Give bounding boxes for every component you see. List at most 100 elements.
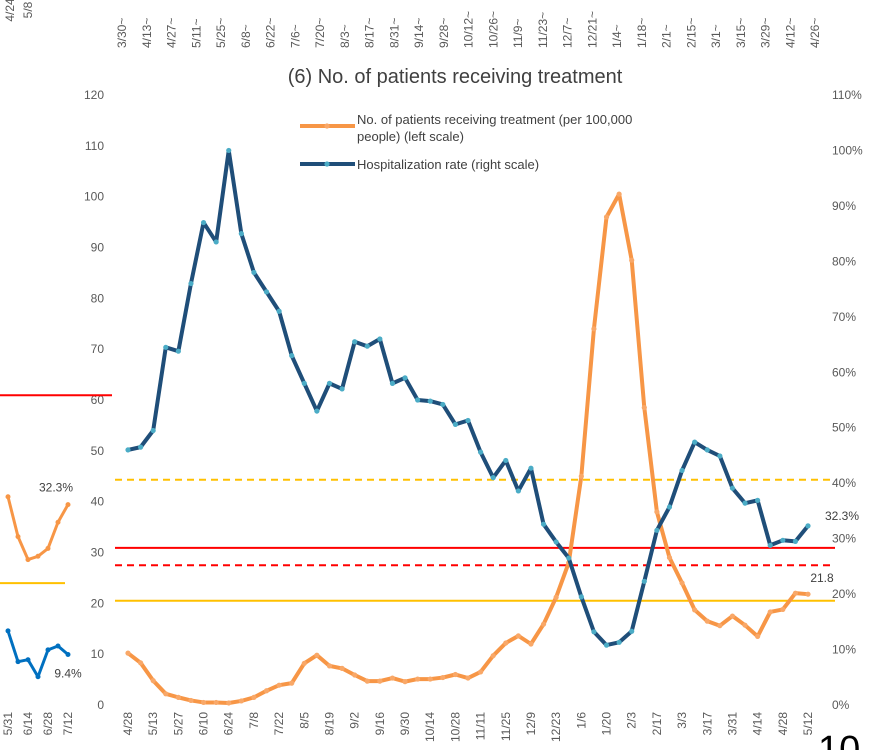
data-point xyxy=(666,504,673,510)
data-point xyxy=(578,473,584,479)
x-tick-label: 5/27 xyxy=(171,712,185,736)
data-point xyxy=(755,633,761,639)
x-tick-label: 8/5 xyxy=(297,712,311,729)
x-tick-label: 7/6~ xyxy=(288,24,302,48)
data-point xyxy=(792,538,799,545)
data-point xyxy=(276,682,282,688)
data-point xyxy=(364,678,370,684)
x-tick-label: 6/14 xyxy=(21,712,35,736)
x-tick-label: 10/28 xyxy=(448,712,462,742)
data-point xyxy=(188,697,194,704)
x-tick-label: 3/15~ xyxy=(734,18,748,48)
data-point xyxy=(263,688,270,694)
x-tick-label: 12/7~ xyxy=(561,18,575,48)
data-point xyxy=(629,257,635,263)
y-tick-label: 10 xyxy=(91,647,105,661)
y-tick-label: 80 xyxy=(91,291,105,305)
x-tick-label: 2/15~ xyxy=(684,18,698,48)
legend-label: No. of patients receiving treatment (per… xyxy=(357,112,633,144)
data-point xyxy=(200,699,207,706)
data-point xyxy=(125,447,131,453)
x-tick-label: 9/30 xyxy=(398,712,412,736)
data-point xyxy=(717,453,723,459)
data-point xyxy=(175,348,181,354)
x-tick-label: 4/24 xyxy=(3,0,17,22)
data-point xyxy=(402,679,408,685)
data-point xyxy=(805,523,811,529)
data-point xyxy=(213,239,219,245)
data-point xyxy=(578,594,584,600)
x-tick-label: 9/28~ xyxy=(437,18,451,48)
y-tick-label: 120 xyxy=(84,88,104,102)
data-point xyxy=(704,447,710,453)
data-point xyxy=(339,386,345,392)
x-tick-label: 2/3 xyxy=(625,712,639,729)
data-point xyxy=(679,467,685,474)
x-tick-label: 4/27~ xyxy=(165,18,179,48)
data-point xyxy=(213,699,219,706)
x-tick-label: 1/18~ xyxy=(635,18,649,48)
data-point xyxy=(55,643,61,649)
data-point xyxy=(251,269,257,276)
data-point xyxy=(226,700,232,706)
series-line xyxy=(6,496,70,562)
legend-swatch xyxy=(324,161,330,167)
data-point xyxy=(528,641,534,647)
data-point xyxy=(339,665,345,672)
y2-tick-label: 80% xyxy=(832,254,856,268)
data-point xyxy=(477,669,484,675)
x-tick-label: 4/12~ xyxy=(783,18,797,48)
data-point xyxy=(389,675,396,681)
data-point xyxy=(603,642,610,648)
data-point xyxy=(238,698,244,704)
x-tick-label: 5/11~ xyxy=(189,19,203,48)
data-point xyxy=(377,678,383,684)
data-point xyxy=(540,621,547,627)
data-point xyxy=(200,219,207,226)
x-tick-label: 3/31 xyxy=(725,712,739,736)
data-point xyxy=(641,578,647,584)
data-point xyxy=(415,676,421,682)
series-line xyxy=(127,148,810,648)
y2-tick-label: 10% xyxy=(832,643,856,657)
data-point xyxy=(553,539,559,545)
data-point xyxy=(767,542,773,548)
y-tick-label: 90 xyxy=(91,241,105,255)
x-tick-label: 9/2 xyxy=(348,712,362,729)
x-tick-label: 11/23~ xyxy=(536,12,550,48)
data-point xyxy=(137,444,144,450)
data-point xyxy=(654,509,660,515)
legend-label: Hospitalization rate (right scale) xyxy=(357,157,540,172)
x-tick-label: 3/3 xyxy=(675,712,689,729)
data-point xyxy=(150,427,156,434)
x-tick-label: 3/29~ xyxy=(759,18,773,48)
x-tick-label: 11/9~ xyxy=(511,19,525,48)
data-point xyxy=(729,613,736,619)
data-point xyxy=(352,339,358,345)
data-point xyxy=(314,408,320,414)
data-point xyxy=(389,380,396,386)
page-number: 10 xyxy=(818,729,860,750)
x-tick-label: 6/8~ xyxy=(239,24,253,48)
data-point xyxy=(188,280,194,287)
data-point xyxy=(326,380,333,386)
data-point xyxy=(35,674,41,680)
x-tick-label: 4/14 xyxy=(751,712,765,736)
data-point xyxy=(792,590,799,596)
data-point xyxy=(301,380,307,386)
data-point xyxy=(377,336,383,342)
x-tick-label: 1/6 xyxy=(574,712,588,729)
data-point xyxy=(528,465,534,471)
data-point xyxy=(692,607,698,613)
x-tick-label: 6/24 xyxy=(222,712,236,736)
data-label: 32.3% xyxy=(825,509,859,523)
y-tick-label: 50 xyxy=(91,444,105,458)
x-tick-label: 3/30~ xyxy=(115,18,129,48)
y2-tick-label: 50% xyxy=(832,421,856,435)
data-point xyxy=(503,457,509,464)
data-point xyxy=(591,629,597,635)
data-point xyxy=(45,545,51,551)
data-point xyxy=(352,672,358,678)
legend-swatch xyxy=(324,123,330,129)
